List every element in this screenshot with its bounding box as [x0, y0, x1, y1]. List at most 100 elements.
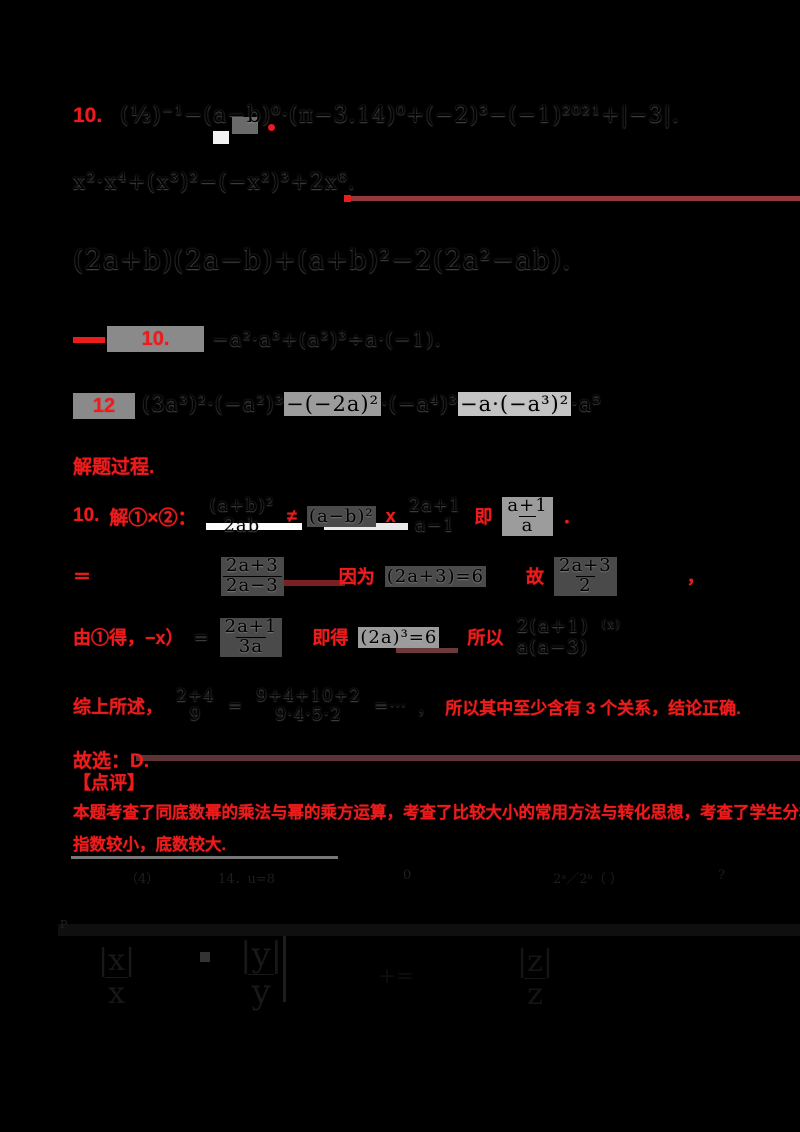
- solution-step-1: 10. 解①×②： (a+b)² 2ab ≠ (a−b)² x 2a+1 a−1…: [73, 495, 581, 536]
- fraction: |x| x: [95, 945, 138, 1009]
- choice-b-text: 14．u=8: [218, 872, 276, 887]
- fraction-denominator: y: [248, 973, 274, 1011]
- problem-12-line: (3a³)²·(−a²)³ −(−2a)² ·(−a⁴)³ −a·(−a³)² …: [142, 392, 602, 416]
- review-text-1: 本题考查了同底数幂的乘法与幂的乘方运算，考查了比较大小的常用方法与转化思想，考查…: [73, 804, 800, 822]
- fraction-numerator: |x|: [98, 943, 136, 978]
- fraction-numerator: a+1: [507, 495, 548, 516]
- step-2-expression: (2a+3)=6: [384, 565, 487, 587]
- step-2-equals: ＝: [73, 567, 91, 588]
- red-dot: [344, 195, 351, 202]
- problem-12-formula-c: ·a⁵: [571, 392, 602, 416]
- step-4-eq2: =⋯: [373, 696, 408, 717]
- fraction: 2+4 9: [173, 686, 218, 725]
- solution-header-line: 解题过程.: [73, 452, 154, 479]
- fraction-denominator: 3a: [235, 636, 267, 657]
- fraction-numerator: 9+4+10+2: [256, 686, 361, 706]
- answer-text: 故选：D.: [73, 751, 150, 772]
- footer-operator: ＋＝: [378, 963, 414, 989]
- step-1-expression: (a−b)²: [307, 505, 376, 527]
- footer-fraction-3: |z| z: [514, 946, 556, 1010]
- step-2-gu: 故: [526, 567, 545, 588]
- choice-b: 14．u=8: [218, 868, 275, 887]
- highlight-chip: [232, 117, 258, 134]
- fraction: 2(a+1) a(a−3): [513, 616, 592, 658]
- fraction-denominator: 9·4·5·2: [272, 705, 345, 725]
- footer-fraction-2: |y| y: [237, 935, 285, 1011]
- formula-line-3: (2a+b)(2a−b)+(a+b)²−2(2a²−ab).: [73, 245, 572, 276]
- dark-red-underline: [248, 580, 345, 586]
- choice-d: 2ᵃ／2ᵇ（ ）: [553, 868, 623, 887]
- fraction-numerator: (a+b)²: [209, 495, 275, 516]
- fraction-denominator: a(a−3): [513, 636, 592, 658]
- step-3-lead: 由①得，−x）: [73, 628, 184, 649]
- solution-step-4: 综上所述， 2+4 9 = 9+4+10+2 9·4·5·2 =⋯ ， 所以其中…: [73, 686, 741, 725]
- problem-12-number: 12: [92, 394, 116, 417]
- footer-mark: P: [60, 918, 67, 931]
- fraction: |z| z: [514, 946, 556, 1010]
- review-text-2: 指数较小，底数较大.: [73, 836, 227, 854]
- step-1-ji: 即: [474, 507, 493, 528]
- answer-line: 故选：D.: [73, 746, 149, 773]
- problem-10b-line: −a²·a³+(a²)³÷a·(−1).: [212, 327, 442, 351]
- highlight-box: 12: [73, 393, 135, 419]
- formula-3-text: (2a+b)(2a−b)+(a+b)²−2(2a²−ab).: [73, 245, 572, 276]
- step-1-neq: ≠: [287, 505, 298, 526]
- step-1-number: 10.: [73, 505, 100, 527]
- fraction-denominator: a: [518, 515, 537, 536]
- footer-mark-text: P: [60, 918, 68, 931]
- fraction-numerator: |z|: [517, 944, 554, 979]
- fraction: a+1 a: [502, 495, 553, 536]
- step-3-equals: =: [193, 626, 210, 648]
- choice-c: 0: [403, 868, 411, 883]
- step-1-period: ．: [562, 507, 581, 528]
- gray-rule: [71, 856, 338, 859]
- problem-12-highlighted-a: −(−2a)²: [284, 392, 382, 416]
- white-mark: [213, 131, 229, 144]
- fraction: 2a+3 2a−3: [221, 556, 284, 596]
- problem-10-line: 10. (⅓)⁻¹−(a−b)⁰·(π−3.14)⁰+(−2)³−(−1)²⁰²…: [73, 103, 680, 128]
- formula-line-2: x²·x⁴+(x³)²−(−x²)³+2x⁶.: [73, 170, 356, 195]
- step-3-expression: (2a)³=6: [358, 626, 440, 648]
- faint-vertical-bar: [283, 936, 286, 1002]
- gray-chip: [200, 952, 210, 962]
- fraction: 2a+1 3a: [219, 616, 283, 657]
- problem-10-formula: (⅓)⁻¹−(a−b)⁰·(π−3.14)⁰+(−2)³−(−1)²⁰²¹+|−…: [120, 103, 680, 128]
- red-dot: [268, 124, 275, 131]
- step-3-suoyi: 所以: [467, 628, 504, 649]
- fraction-numerator: 2a+1: [224, 616, 278, 638]
- problem-12-formula-a: (3a³)²·(−a²)³: [142, 392, 285, 416]
- choice-d-text: 2ᵃ／2ᵇ（ ）: [553, 872, 623, 887]
- solution-step-2: ＝ 2a+3 2a−3 因为 (2a+3)=6 故 2a+3 2 ，: [73, 556, 705, 596]
- fraction-denominator: 2a−3: [223, 575, 282, 596]
- fraction-denominator: x: [105, 976, 129, 1010]
- step-3-jide: 即得: [312, 628, 349, 649]
- fraction-numerator: 2+4: [176, 686, 215, 706]
- problem-10-number: 10.: [73, 103, 103, 127]
- fraction-numerator: |y|: [240, 935, 283, 975]
- dark-band: [58, 924, 800, 936]
- problem-10b-number: 10.: [141, 327, 170, 350]
- step-3-superscript: (x): [601, 617, 621, 631]
- step-2-comma: ，: [686, 567, 705, 588]
- fraction: 9+4+10+2 9·4·5·2: [253, 686, 364, 725]
- highlight-box: 10.: [107, 326, 204, 352]
- maroon-rule-answer: [136, 755, 800, 761]
- fraction-denominator: z: [524, 977, 546, 1011]
- step-4-conclusion: 所以其中至少含有 3 个关系，结论正确.: [445, 698, 741, 718]
- choice-mark-text: ?: [718, 868, 725, 883]
- problem-12-highlighted-b: −a·(−a³)²: [458, 392, 572, 416]
- footer-fraction-1: |x| x: [95, 945, 138, 1009]
- solution-step-3: 由①得，−x） = 2a+1 3a 即得 (2a)³=6 所以 2(a+1) a…: [73, 616, 621, 658]
- step-4-lead: 综上所述，: [73, 697, 163, 718]
- formula-2-text: x²·x⁴+(x³)²−(−x²)³+2x⁶.: [73, 170, 356, 195]
- white-underline: [206, 523, 302, 530]
- review-line-1: 本题考查了同底数幂的乘法与幂的乘方运算，考查了比较大小的常用方法与转化思想，考查…: [73, 799, 800, 823]
- review-label-line: 【点评】: [73, 769, 145, 795]
- fraction-denominator: a−1: [411, 515, 459, 536]
- fraction-denominator: 2ab: [220, 515, 264, 536]
- maroon-underline: [396, 648, 458, 653]
- step-1-x: x: [385, 505, 396, 526]
- step-1-lead: 解①×②：: [109, 507, 197, 529]
- choice-c-text: 0: [403, 868, 412, 883]
